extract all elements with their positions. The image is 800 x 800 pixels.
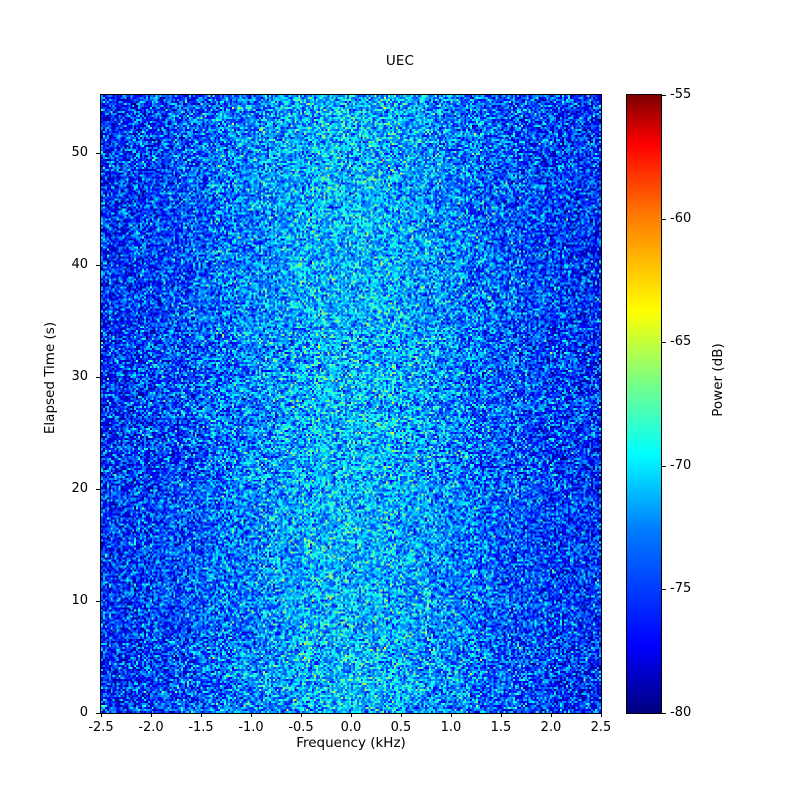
x-tick-mark [501, 713, 502, 717]
colorbar-tick-label: -80 [670, 705, 692, 720]
x-tick-label: 0.0 [340, 720, 362, 735]
colorbar-tick-mark [662, 342, 666, 343]
colorbar-tick-label: -55 [670, 87, 692, 102]
colorbar[interactable] [626, 94, 662, 714]
x-tick-mark [251, 713, 252, 717]
colorbar-tick-label: -65 [670, 334, 692, 349]
x-tick-mark [151, 713, 152, 717]
y-tick-label: 10 [71, 593, 88, 608]
x-tick-label: -2.0 [138, 720, 164, 735]
colorbar-tick-label: -75 [670, 581, 692, 596]
y-tick-label: 20 [71, 481, 88, 496]
x-axis-label: Frequency (kHz) [296, 735, 406, 751]
x-tick-mark [101, 713, 102, 717]
y-tick-mark [96, 265, 100, 266]
x-tick-label: 2.0 [540, 720, 562, 735]
x-tick-mark [301, 713, 302, 717]
x-tick-mark [601, 713, 602, 717]
y-tick-mark [96, 377, 100, 378]
x-tick-mark [201, 713, 202, 717]
colorbar-tick-mark [662, 589, 666, 590]
colorbar-tick-mark [662, 466, 666, 467]
colorbar-tick-mark [662, 95, 666, 96]
x-tick-label: -1.0 [238, 720, 264, 735]
y-tick-label: 40 [71, 257, 88, 272]
x-tick-label: -1.5 [188, 720, 214, 735]
y-axis-label: Elapsed Time (s) [42, 321, 58, 435]
colorbar-gradient [626, 94, 662, 714]
x-tick-label: -2.5 [88, 720, 114, 735]
x-tick-label: 1.0 [440, 720, 462, 735]
colorbar-tick-label: -70 [670, 458, 692, 473]
y-tick-mark [96, 153, 100, 154]
colorbar-tick-mark [662, 219, 666, 220]
y-tick-mark [96, 601, 100, 602]
x-tick-label: 2.5 [590, 720, 612, 735]
y-tick-label: 30 [71, 369, 88, 384]
y-tick-label: 0 [79, 705, 88, 720]
x-tick-mark [451, 713, 452, 717]
spectrogram-image [101, 95, 601, 713]
colorbar-tick-mark [662, 713, 666, 714]
y-tick-label: 50 [71, 145, 88, 160]
colorbar-label: Power (dB) [710, 343, 726, 417]
y-tick-mark [96, 713, 100, 714]
x-tick-mark [551, 713, 552, 717]
x-tick-label: 1.5 [490, 720, 512, 735]
x-tick-mark [401, 713, 402, 717]
x-tick-label: -0.5 [288, 720, 314, 735]
title-line-station: UEC [385, 53, 415, 69]
x-tick-mark [351, 713, 352, 717]
colorbar-tick-label: -60 [670, 211, 692, 226]
y-tick-mark [96, 489, 100, 490]
x-tick-label: 0.5 [390, 720, 412, 735]
spectrogram-plot-area[interactable] [100, 94, 602, 714]
